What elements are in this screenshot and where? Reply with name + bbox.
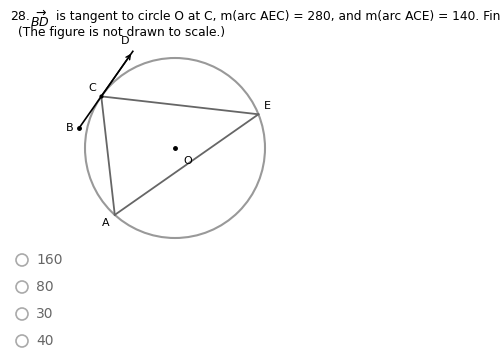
Text: (The figure is not drawn to scale.): (The figure is not drawn to scale.) bbox=[18, 26, 225, 39]
Text: is tangent to circle O at C, m(arc AEC) = 280, and m(arc ACE) = 140. Find m∠DCE.: is tangent to circle O at C, m(arc AEC) … bbox=[56, 10, 500, 23]
Text: A: A bbox=[102, 218, 110, 228]
Text: E: E bbox=[264, 101, 270, 111]
Text: O: O bbox=[183, 156, 192, 166]
Text: 160: 160 bbox=[36, 253, 62, 267]
Text: 30: 30 bbox=[36, 307, 54, 321]
Text: 28.: 28. bbox=[10, 10, 30, 23]
Text: D: D bbox=[122, 36, 130, 46]
Text: 40: 40 bbox=[36, 334, 54, 348]
Text: $\overrightarrow{BD}$: $\overrightarrow{BD}$ bbox=[30, 10, 50, 30]
Text: C: C bbox=[88, 83, 96, 93]
Text: B: B bbox=[66, 122, 74, 132]
Text: 80: 80 bbox=[36, 280, 54, 294]
